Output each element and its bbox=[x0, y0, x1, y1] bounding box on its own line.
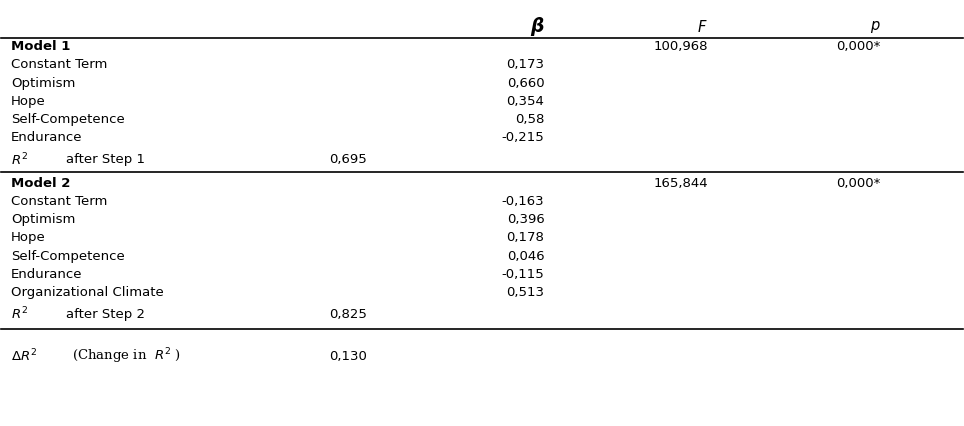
Text: Model 1: Model 1 bbox=[11, 40, 70, 53]
Text: 0,178: 0,178 bbox=[507, 231, 545, 245]
Text: $\Delta\mathit{R}^2$: $\Delta\mathit{R}^2$ bbox=[11, 348, 37, 365]
Text: 0,695: 0,695 bbox=[329, 153, 366, 166]
Text: Model 2: Model 2 bbox=[11, 177, 70, 190]
Text: Constant Term: Constant Term bbox=[11, 195, 107, 208]
Text: 0,513: 0,513 bbox=[506, 286, 545, 299]
Text: Organizational Climate: Organizational Climate bbox=[11, 286, 164, 299]
Text: Constant Term: Constant Term bbox=[11, 58, 107, 72]
Text: -0,115: -0,115 bbox=[501, 268, 545, 281]
Text: 0,354: 0,354 bbox=[507, 95, 545, 108]
Text: -0,215: -0,215 bbox=[501, 131, 545, 144]
Text: 0,000*: 0,000* bbox=[837, 177, 881, 190]
Text: 0,046: 0,046 bbox=[507, 250, 545, 262]
Text: 0,825: 0,825 bbox=[329, 308, 366, 321]
Text: (Change in  $\mathit{R}^2$ ): (Change in $\mathit{R}^2$ ) bbox=[71, 346, 180, 366]
Text: 0,130: 0,130 bbox=[329, 350, 366, 363]
Text: Endurance: Endurance bbox=[11, 131, 83, 144]
Text: Optimism: Optimism bbox=[11, 213, 75, 226]
Text: Hope: Hope bbox=[11, 231, 45, 245]
Text: $\boldsymbol{\beta}$: $\boldsymbol{\beta}$ bbox=[530, 15, 545, 38]
Text: -0,163: -0,163 bbox=[502, 195, 545, 208]
Text: Self-Competence: Self-Competence bbox=[11, 113, 124, 126]
Text: $\mathit{R}^2$: $\mathit{R}^2$ bbox=[11, 306, 28, 322]
Text: Optimism: Optimism bbox=[11, 77, 75, 90]
Text: 100,968: 100,968 bbox=[654, 40, 708, 53]
Text: Endurance: Endurance bbox=[11, 268, 83, 281]
Text: Hope: Hope bbox=[11, 95, 45, 108]
Text: 0,660: 0,660 bbox=[507, 77, 545, 90]
Text: 0,000*: 0,000* bbox=[837, 40, 881, 53]
Text: 165,844: 165,844 bbox=[654, 177, 708, 190]
Text: $\mathit{p}$: $\mathit{p}$ bbox=[870, 19, 881, 35]
Text: after Step 2: after Step 2 bbox=[66, 308, 145, 321]
Text: after Step 1: after Step 1 bbox=[66, 153, 145, 166]
Text: $\mathit{R}^2$: $\mathit{R}^2$ bbox=[11, 151, 28, 168]
Text: 0,173: 0,173 bbox=[506, 58, 545, 72]
Text: Self-Competence: Self-Competence bbox=[11, 250, 124, 262]
Text: 0,396: 0,396 bbox=[507, 213, 545, 226]
Text: 0,58: 0,58 bbox=[515, 113, 545, 126]
Text: $\mathit{F}$: $\mathit{F}$ bbox=[697, 19, 708, 35]
